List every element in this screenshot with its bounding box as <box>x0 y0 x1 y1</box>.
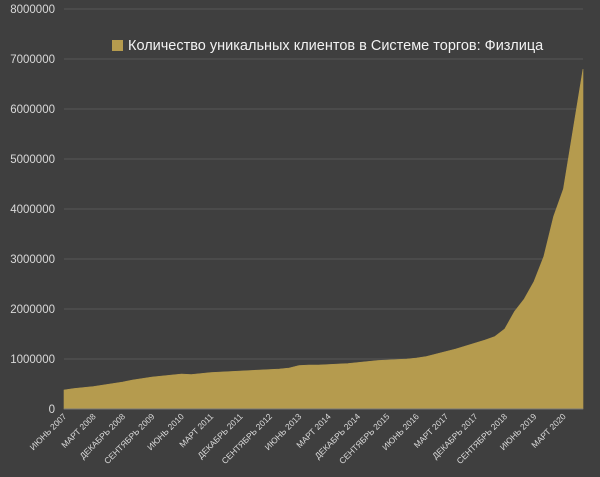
legend-swatch <box>112 40 123 51</box>
gridlines <box>64 8 583 360</box>
y-tick-label: 6000000 <box>10 104 55 116</box>
x-tick-label: СЕНТЯБРЬ 2015 <box>337 411 392 466</box>
y-tick-label: 0 <box>49 404 55 416</box>
y-tick-label: 7000000 <box>10 54 55 66</box>
y-tick-label: 8000000 <box>10 4 55 16</box>
x-tick-label: СЕНТЯБРЬ 2012 <box>219 411 274 466</box>
x-tick-label: СЕНТЯБРЬ 2009 <box>102 411 157 466</box>
y-tick-label: 5000000 <box>10 154 55 166</box>
legend-label: Количество уникальных клиентов в Системе… <box>128 38 544 54</box>
legend: Количество уникальных клиентов в Системе… <box>112 38 544 54</box>
y-tick-label: 2000000 <box>10 304 55 316</box>
x-tick-label: СЕНТЯБРЬ 2018 <box>454 411 509 466</box>
area-series <box>63 68 584 410</box>
y-tick-label: 1000000 <box>10 354 55 366</box>
y-tick-label: 4000000 <box>10 204 55 216</box>
y-tick-label: 3000000 <box>10 254 55 266</box>
y-tick-labels: 0 1000000 2000000 3000000 4000000 5000000 6000… <box>10 4 55 416</box>
series-layer <box>63 68 584 410</box>
